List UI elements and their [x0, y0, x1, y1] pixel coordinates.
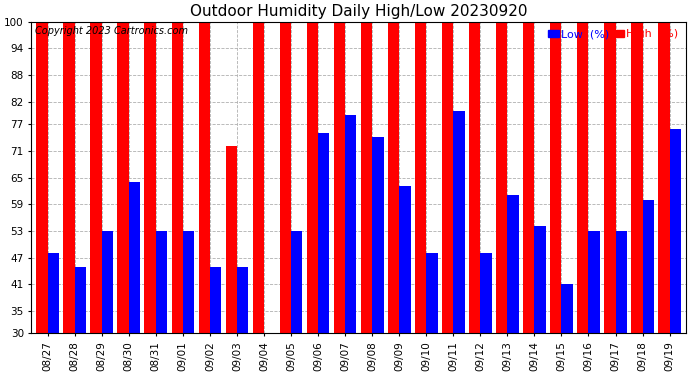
- Bar: [334, 22, 345, 333]
- Bar: [453, 111, 464, 333]
- Bar: [210, 267, 221, 333]
- Bar: [237, 267, 248, 333]
- Bar: [199, 22, 210, 333]
- Bar: [318, 133, 329, 333]
- Bar: [577, 22, 589, 333]
- Bar: [48, 253, 59, 333]
- Bar: [307, 22, 318, 333]
- Bar: [129, 182, 140, 333]
- Bar: [669, 129, 681, 333]
- Bar: [469, 22, 480, 333]
- Bar: [604, 22, 615, 333]
- Bar: [400, 186, 411, 333]
- Bar: [523, 22, 534, 333]
- Bar: [534, 226, 546, 333]
- Bar: [642, 200, 654, 333]
- Bar: [291, 231, 302, 333]
- Bar: [253, 22, 264, 333]
- Title: Outdoor Humidity Daily High/Low 20230920: Outdoor Humidity Daily High/Low 20230920: [190, 4, 527, 19]
- Bar: [562, 284, 573, 333]
- Bar: [90, 22, 101, 333]
- Bar: [658, 22, 669, 333]
- Bar: [550, 22, 562, 333]
- Bar: [37, 22, 48, 333]
- Bar: [415, 22, 426, 333]
- Bar: [361, 22, 372, 333]
- Bar: [183, 231, 194, 333]
- Text: Copyright 2023 Cartronics.com: Copyright 2023 Cartronics.com: [34, 26, 188, 36]
- Bar: [480, 253, 492, 333]
- Bar: [279, 22, 291, 333]
- Bar: [172, 22, 183, 333]
- Bar: [156, 231, 167, 333]
- Bar: [117, 22, 129, 333]
- Bar: [101, 231, 113, 333]
- Bar: [507, 195, 519, 333]
- Bar: [226, 146, 237, 333]
- Bar: [442, 22, 453, 333]
- Bar: [63, 22, 75, 333]
- Bar: [372, 138, 384, 333]
- Bar: [75, 267, 86, 333]
- Bar: [496, 22, 507, 333]
- Bar: [426, 253, 437, 333]
- Bar: [388, 22, 400, 333]
- Bar: [615, 231, 627, 333]
- Legend: Low  (%), High  (%): Low (%), High (%): [546, 27, 680, 42]
- Bar: [589, 231, 600, 333]
- Bar: [144, 22, 156, 333]
- Bar: [345, 115, 357, 333]
- Bar: [631, 22, 642, 333]
